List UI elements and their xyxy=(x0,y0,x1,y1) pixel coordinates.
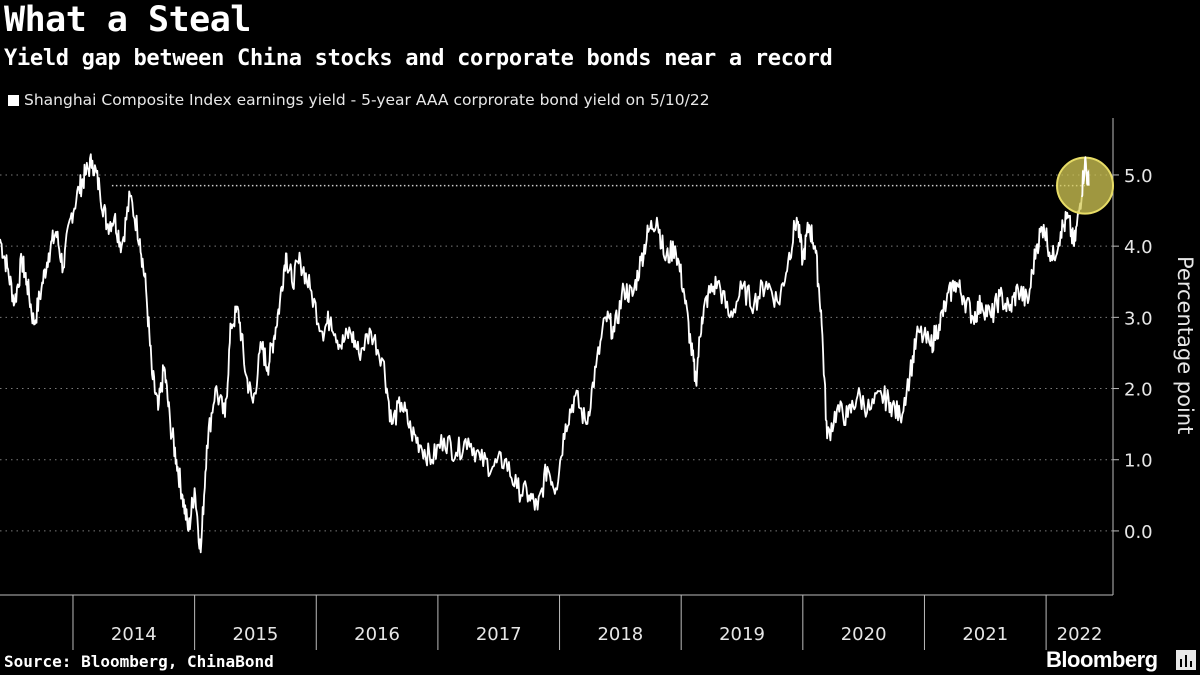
chart-title: What a Steal xyxy=(4,0,251,40)
series-line xyxy=(0,153,1090,554)
legend-label: Shanghai Composite Index earnings yield … xyxy=(24,91,710,109)
x-tick-label: 2015 xyxy=(233,624,279,645)
chart-subtitle: Yield gap between China stocks and corpo… xyxy=(4,46,833,71)
x-tick-label: 2022 xyxy=(1057,624,1103,645)
y-tick-label: 1.0 xyxy=(1124,451,1153,472)
y-tick-label: 3.0 xyxy=(1124,308,1153,329)
bloomberg-bars-icon xyxy=(1176,650,1196,670)
x-tick-label: 2014 xyxy=(111,624,157,645)
x-tick-label: 2016 xyxy=(354,624,400,645)
y-tick-label: 2.0 xyxy=(1124,380,1153,401)
x-tick-label: 2018 xyxy=(597,624,643,645)
source-note: Source: Bloomberg, ChinaBond xyxy=(4,652,274,671)
x-tick-label: 2017 xyxy=(476,624,522,645)
x-tick-label: 2021 xyxy=(962,624,1008,645)
series-line-highlighted xyxy=(1080,156,1090,198)
bloomberg-logo: Bloomberg xyxy=(1046,647,1158,672)
y-tick-label: 0.0 xyxy=(1124,522,1153,543)
x-tick-label: 2019 xyxy=(719,624,765,645)
legend-swatch xyxy=(8,94,19,106)
legend: Shanghai Composite Index earnings yield … xyxy=(8,91,710,109)
y-tick-label: 4.0 xyxy=(1124,237,1153,258)
x-tick-label: 2020 xyxy=(841,624,887,645)
y-axis-label: Percentage point xyxy=(1173,256,1197,434)
y-tick-label: 5.0 xyxy=(1124,166,1153,187)
